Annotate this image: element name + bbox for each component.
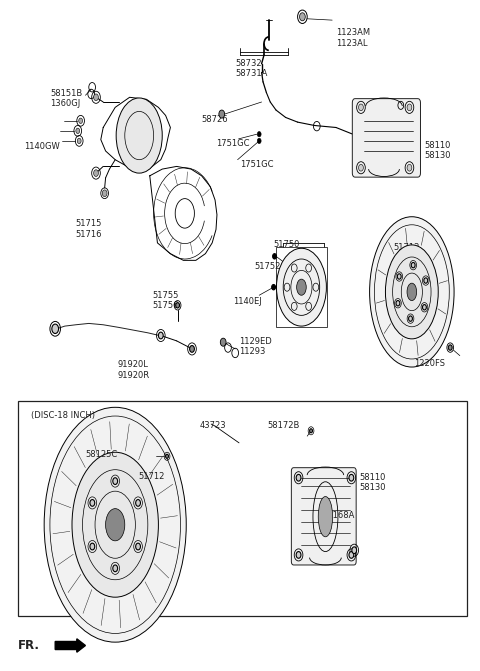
- Circle shape: [219, 110, 225, 118]
- Text: 91920L
91920R: 91920L 91920R: [118, 360, 150, 380]
- Text: (DISC-18 INCH): (DISC-18 INCH): [31, 411, 95, 419]
- Circle shape: [158, 332, 163, 339]
- Circle shape: [407, 104, 412, 111]
- Circle shape: [77, 138, 81, 144]
- Circle shape: [411, 262, 415, 268]
- Circle shape: [76, 128, 80, 134]
- Text: 58110
58130: 58110 58130: [425, 141, 451, 160]
- Circle shape: [90, 544, 95, 550]
- Circle shape: [136, 499, 141, 506]
- Circle shape: [272, 285, 276, 290]
- Circle shape: [102, 190, 107, 197]
- FancyBboxPatch shape: [291, 468, 356, 565]
- Circle shape: [448, 345, 452, 350]
- Text: 43723: 43723: [199, 421, 226, 429]
- Text: 51755
51756: 51755 51756: [153, 291, 179, 310]
- Text: 58151B
1360GJ: 58151B 1360GJ: [50, 89, 83, 108]
- Text: 51750: 51750: [274, 240, 300, 248]
- Text: 1751GC: 1751GC: [216, 139, 250, 148]
- Circle shape: [113, 478, 118, 484]
- Text: 58168A: 58168A: [323, 511, 355, 520]
- Text: 58110
58130: 58110 58130: [359, 473, 385, 493]
- Circle shape: [397, 274, 401, 279]
- Text: 58172B: 58172B: [268, 421, 300, 429]
- Circle shape: [136, 544, 141, 550]
- Text: 1129ED
11293: 1129ED 11293: [239, 337, 272, 356]
- Bar: [276, 247, 327, 327]
- Text: 51712: 51712: [138, 472, 165, 481]
- Circle shape: [113, 565, 118, 572]
- FancyBboxPatch shape: [352, 99, 420, 177]
- Circle shape: [349, 552, 354, 558]
- Circle shape: [310, 429, 312, 433]
- Circle shape: [273, 254, 276, 259]
- Ellipse shape: [106, 509, 125, 541]
- Circle shape: [349, 474, 354, 481]
- Circle shape: [52, 324, 59, 333]
- Circle shape: [352, 547, 357, 554]
- Circle shape: [94, 170, 98, 176]
- Text: 1220FS: 1220FS: [414, 359, 445, 368]
- Ellipse shape: [72, 452, 158, 597]
- Circle shape: [296, 474, 301, 481]
- Circle shape: [257, 138, 261, 144]
- Text: 1140GW: 1140GW: [24, 142, 60, 151]
- Ellipse shape: [297, 279, 306, 295]
- Ellipse shape: [44, 407, 186, 642]
- Text: 51715
51716: 51715 51716: [76, 219, 102, 239]
- Circle shape: [300, 13, 305, 21]
- Circle shape: [359, 104, 363, 111]
- Text: 1751GC: 1751GC: [240, 160, 274, 168]
- Circle shape: [166, 454, 168, 458]
- Text: 51712: 51712: [394, 243, 420, 252]
- Circle shape: [220, 338, 226, 346]
- Circle shape: [79, 118, 83, 123]
- Circle shape: [422, 305, 426, 310]
- Bar: [18, 401, 467, 616]
- Text: 58732
58731A: 58732 58731A: [235, 59, 267, 79]
- Circle shape: [90, 499, 95, 506]
- Circle shape: [424, 278, 428, 283]
- Circle shape: [94, 94, 98, 101]
- Ellipse shape: [116, 98, 162, 173]
- Circle shape: [396, 301, 400, 306]
- Ellipse shape: [407, 283, 417, 301]
- Text: 58726: 58726: [202, 115, 228, 124]
- Circle shape: [407, 164, 412, 171]
- Circle shape: [296, 552, 301, 558]
- Text: 58125C: 58125C: [85, 450, 118, 458]
- Ellipse shape: [385, 245, 438, 339]
- Circle shape: [257, 132, 261, 137]
- Text: 51752: 51752: [254, 262, 281, 271]
- Ellipse shape: [370, 217, 454, 367]
- Circle shape: [359, 164, 363, 171]
- Ellipse shape: [318, 497, 333, 537]
- Circle shape: [190, 346, 194, 352]
- Ellipse shape: [276, 248, 326, 326]
- Text: 1140EJ: 1140EJ: [233, 297, 262, 306]
- FancyArrow shape: [55, 639, 85, 652]
- Circle shape: [408, 316, 412, 321]
- Text: 1123AM
1123AL: 1123AM 1123AL: [336, 28, 370, 48]
- Circle shape: [176, 303, 180, 308]
- Text: FR.: FR.: [18, 639, 40, 652]
